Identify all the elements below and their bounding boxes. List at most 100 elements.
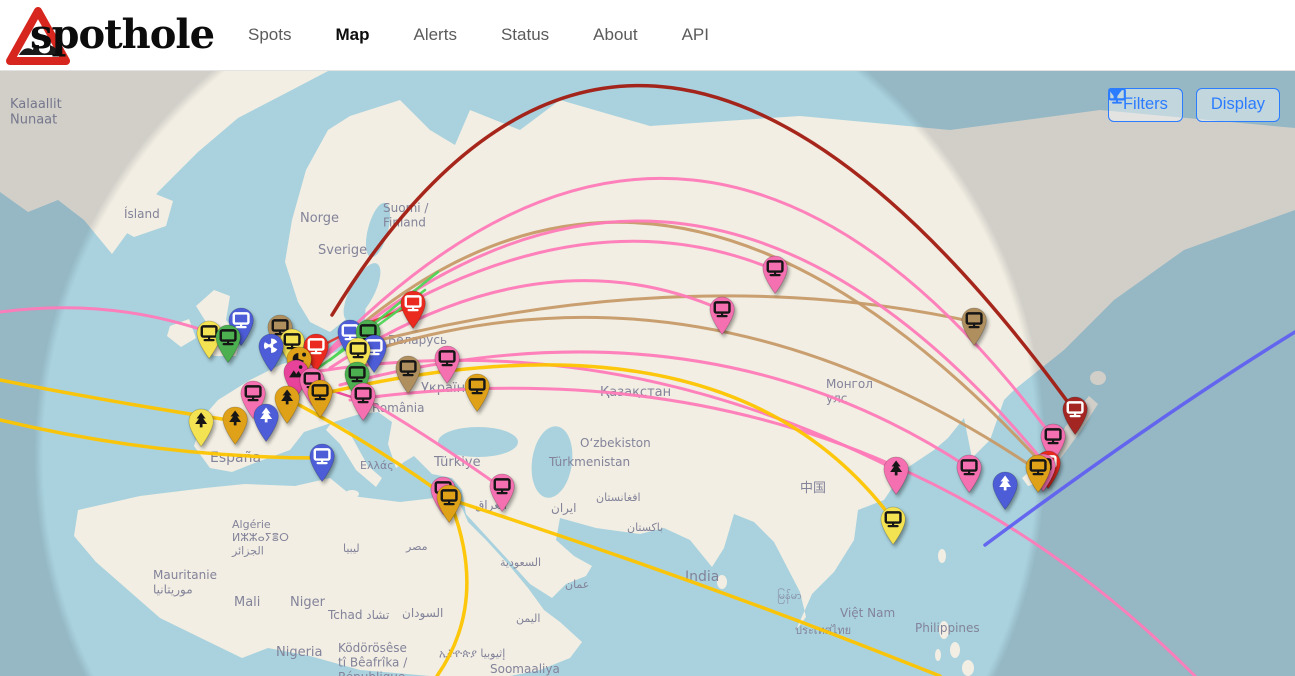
spot-markers [188,255,1088,546]
map-marker[interactable] [196,320,222,360]
propagation-arc [294,358,898,472]
monitor-icon [349,342,367,359]
monitor-icon [244,385,262,402]
monitor-icon [965,312,983,329]
map-label: اليمن [516,612,540,625]
map-marker[interactable] [188,408,214,448]
map-marker[interactable] [883,456,909,496]
map-marker[interactable] [395,355,421,395]
tree-icon [229,410,242,426]
map-canvas[interactable]: Kalaallit Nunaat Ísland Norge Sverige Suomi /… [0,70,1295,676]
monitor-icon [404,295,422,312]
map-marker[interactable] [215,324,241,364]
map-marker[interactable] [992,471,1018,511]
monitor-icon [348,366,366,383]
nav-item-alerts[interactable]: Alerts [413,25,457,44]
map-marker[interactable] [222,406,248,446]
map-marker[interactable] [464,373,490,413]
nav-item-map[interactable]: Map [335,25,370,44]
propagation-arc [328,363,895,522]
monitor-icon [884,511,902,528]
map-label: السودان [402,606,443,621]
map-label: Soomaaliya [490,662,560,676]
brand-logo[interactable]: spothole [4,3,215,67]
monitor-icon [200,325,218,342]
map-label: ایران [551,501,576,516]
monitor-icon [960,459,978,476]
display-icon [1108,88,1126,104]
land-philippines-2 [950,642,960,658]
propagation-arc [0,418,324,460]
map-label: عمان [565,578,589,591]
radiation-icon [263,338,278,353]
propagation-arc [330,84,1077,414]
tree-icon [999,475,1012,491]
map-marker[interactable] [1062,396,1088,436]
land-philippines-3 [962,660,974,676]
monitor-icon [219,329,237,346]
map-label: Mali [234,595,260,610]
map-label: Norge [300,211,339,226]
map-marker[interactable] [709,296,735,336]
map-label: Nigeria [276,645,323,660]
map-marker[interactable] [274,385,300,425]
brand-name: spothole [30,11,215,58]
nav-item-spots[interactable]: Spots [248,25,292,44]
monitor-icon [1066,401,1084,418]
map-marker[interactable] [880,506,906,546]
map-label: السعودية [500,556,541,569]
map-label: Suomi / Finland [383,201,429,229]
map-label: Türkmenistan [548,455,630,469]
map-marker[interactable] [956,454,982,494]
map-marker[interactable] [434,345,460,385]
propagation-arc [346,220,1048,470]
display-button[interactable]: Display [1108,88,1280,122]
map-label: باکستان [627,521,663,534]
monitor-icon [307,338,325,355]
map-label: 中国 [800,481,826,496]
map-label: افغانستان [596,491,641,504]
land-philippines-4 [935,649,941,661]
map-marker[interactable] [350,382,376,422]
propagation-arcs [0,84,1295,676]
propagation-arc [348,386,1197,676]
propagation-arc [0,306,232,342]
land-hokkaido [1090,371,1106,385]
tree-icon [281,389,294,405]
mountain-icon [289,365,304,378]
monitor-icon [313,448,331,465]
map-marker[interactable] [307,379,333,419]
nav-item-status[interactable]: Status [500,25,550,44]
monitor-icon [232,312,250,329]
monitor-icon [468,378,486,395]
map-marker[interactable] [489,473,515,513]
pothole-warning-icon [6,7,70,65]
map-marker[interactable] [961,307,987,347]
map-label: Niger [290,595,326,610]
propagation-arc [983,330,1295,547]
nav-item-about[interactable]: About [593,25,638,44]
monitor-icon [399,360,417,377]
map-label: ليبيا [343,542,360,555]
map-marker[interactable] [309,443,335,483]
map-marker[interactable] [258,333,284,373]
map-label: Philippines [915,621,980,635]
nav-item-api[interactable]: API [681,25,709,44]
tree-icon [260,407,273,423]
map-marker[interactable] [436,484,462,524]
tree-icon [890,460,903,476]
monitor-icon [766,260,784,277]
map-label: Tchad تشاد [327,608,389,622]
monitor-icon [713,301,731,318]
map-label: Ελλάς [360,459,394,472]
navbar: spothole Spots Map Alerts Status About A… [0,0,1295,71]
map-marker[interactable] [1025,454,1051,494]
map-marker[interactable] [762,255,788,295]
map-label: Sverige [318,243,367,258]
map-marker[interactable] [400,290,426,330]
map-marker[interactable] [253,403,279,443]
propagation-arc [358,294,976,347]
map-label: O‘zbekiston [580,436,651,450]
main-nav: Spots Map Alerts Status About API [248,25,709,45]
